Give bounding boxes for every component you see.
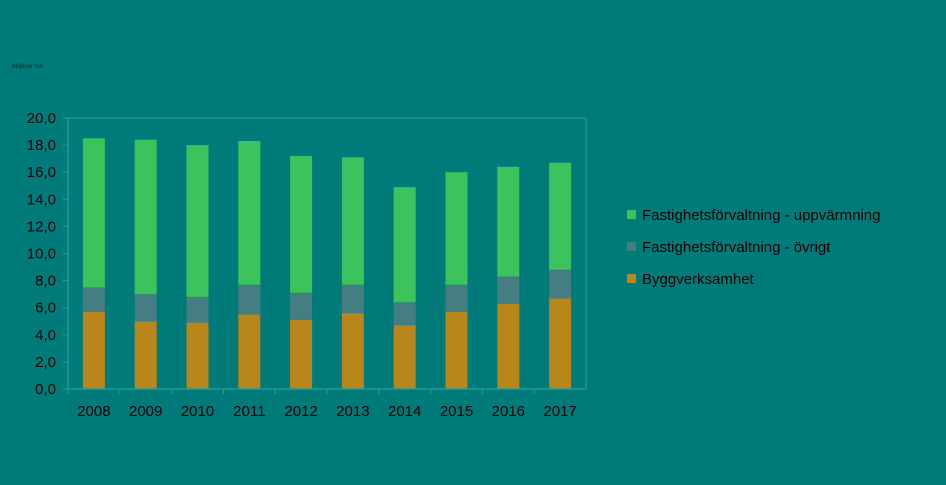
bar-segment-2016-s0 [497,303,520,389]
legend-swatch [627,242,636,251]
bar-segment-2017-s2 [549,162,572,270]
x-tick-label: 2010 [181,403,214,420]
bar-segment-2012-s0 [290,319,313,389]
x-tick-labels: 2008 2009 2010 2011 2012 2013 2014 2015 2016 2017 [67,389,577,420]
legend-label: Fastighetsförvaltning - uppvärmning [642,207,880,224]
y-tick-labels: 0,0 2,0 4,0 6,0 8,0 10,0 12,0 14,0 16,0 18,0 20,0 [27,110,68,398]
bar-segment-2015-s2 [445,172,468,285]
bar-segment-2010-s2 [186,145,209,297]
bar-segment-2015-s1 [445,284,468,312]
bar-segment-2012-s1 [290,292,313,320]
bar-segment-2008-s2 [82,138,105,288]
bar-segment-2016-s2 [497,166,520,277]
bar-segment-2008-s0 [82,311,105,389]
y-tick-label: 6,0 [35,300,56,317]
bar-segment-2013-s2 [341,157,364,285]
bar-segment-2008-s1 [82,287,105,312]
x-tick-label: 2012 [284,403,317,420]
y-tick-label: 12,0 [27,218,56,235]
legend-swatch [627,274,636,283]
bar-segment-2011-s1 [238,284,261,315]
x-tick-label: 2015 [440,403,473,420]
bar-segment-2014-s0 [393,325,416,389]
y-tick-label: 4,0 [35,327,56,344]
bar-segment-2013-s0 [341,313,364,389]
x-tick-label: 2008 [77,403,110,420]
bar-segment-2014-s1 [393,302,416,326]
x-tick-label: 2013 [336,403,369,420]
x-tick-label: 2011 [233,403,265,420]
legend-label: Byggverksamhet [642,271,755,288]
y-tick-label: 20,0 [27,110,56,127]
bar-segment-2017-s0 [549,298,572,389]
bars-group [82,138,572,389]
y-tick-label: 16,0 [27,164,56,181]
bar-segment-2015-s0 [445,311,468,389]
bar-segment-2011-s0 [238,314,261,389]
x-tick-label: 2016 [492,403,525,420]
bar-segment-2016-s1 [497,276,520,304]
bar-segment-2017-s1 [549,269,572,299]
y-tick-label: 0,0 [35,381,56,398]
bar-segment-2014-s2 [393,187,416,303]
x-tick-label: 2017 [543,403,576,420]
bar-segment-2009-s2 [134,139,157,295]
y-tick-label: 2,0 [35,354,56,371]
bar-segment-2011-s2 [238,141,261,285]
bar-segment-2013-s1 [341,284,364,314]
legend: Fastighetsförvaltning - uppvärmning Fasti… [627,207,880,288]
legend-label: Fastighetsförvaltning - övrigt [642,239,831,256]
y-tick-label: 14,0 [27,191,56,208]
bar-segment-2010-s1 [186,296,209,323]
bar-segment-2012-s2 [290,155,313,293]
legend-swatch [627,210,636,219]
y-tick-label: 18,0 [27,137,56,154]
x-tick-label: 2014 [388,403,421,420]
unit-label: Miljoner ton [12,64,44,70]
bar-segment-2010-s0 [186,322,209,389]
y-tick-label: 8,0 [35,273,56,290]
bar-segment-2009-s1 [134,294,157,322]
x-tick-label: 2009 [129,403,162,420]
bar-segment-2009-s0 [134,321,157,389]
y-tick-label: 10,0 [27,246,56,263]
